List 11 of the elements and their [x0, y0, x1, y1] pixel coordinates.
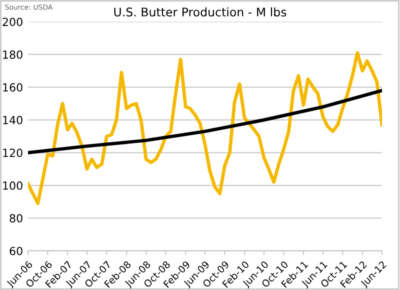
y-tick-label: 140 — [3, 116, 22, 124]
y-tick-label: 100 — [3, 181, 22, 190]
y-tick-label: 180 — [3, 50, 22, 59]
y-tick-label: 200 — [2, 18, 22, 26]
y-tick-label: 160 — [3, 83, 22, 92]
y-tick-label: 120 — [3, 148, 22, 158]
line-series — [28, 51, 382, 206]
y-tick-label: 80 — [10, 214, 22, 222]
y-tick-label: 60 — [10, 246, 22, 256]
line-series — [28, 88, 382, 154]
chart-title: U.S. Butter Production - M lbs — [114, 7, 286, 16]
